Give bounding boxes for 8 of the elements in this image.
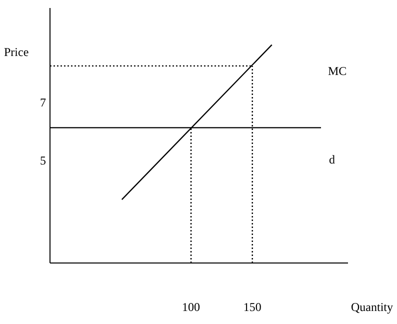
x-axis-title: Quantity — [351, 300, 393, 314]
text: MC — [328, 64, 347, 78]
y-axis-title: Price — [4, 45, 29, 59]
y-tick-label: 7 — [40, 95, 46, 110]
text: d — [329, 152, 336, 167]
x-tick-label: 100 — [182, 300, 200, 314]
y-tick-label: 5 — [40, 153, 46, 168]
x-tick-label: 150 — [243, 300, 262, 314]
